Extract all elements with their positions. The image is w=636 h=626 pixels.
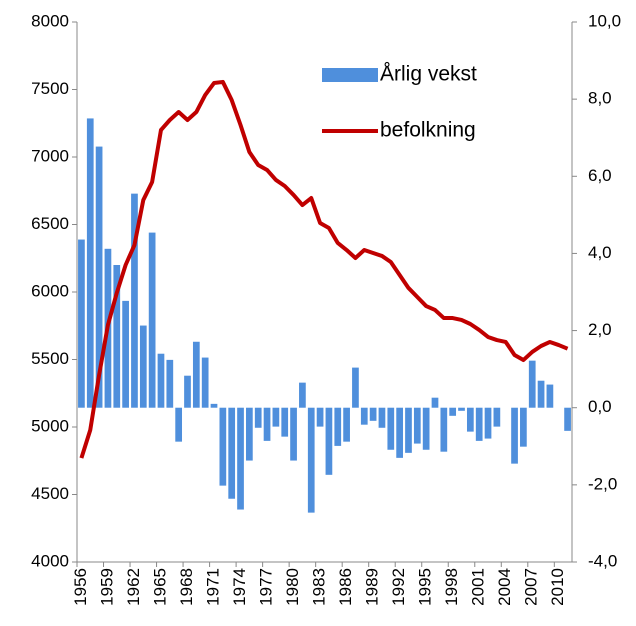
bar: [131, 193, 138, 408]
legend-swatch: [322, 68, 378, 82]
line: [79, 79, 569, 459]
legend-label: Årlig vekst: [380, 63, 477, 86]
bar: [95, 146, 103, 408]
bar: [440, 407, 448, 452]
legend-label: befolkning: [380, 119, 476, 142]
bar: [192, 341, 200, 408]
x-tick-label: 2010: [548, 568, 567, 606]
y-tick-label: 5000: [31, 416, 69, 435]
bar: [475, 407, 483, 441]
bar: [281, 407, 289, 437]
bar: [86, 118, 94, 408]
x-tick-label: 1998: [442, 568, 461, 606]
bar: [378, 407, 386, 428]
bar: [546, 384, 554, 408]
y-tick-label: 4000: [31, 551, 69, 570]
y2-tick-label: 8,0: [588, 89, 612, 108]
bar: [422, 407, 430, 450]
x-tick-label: 1971: [203, 568, 222, 606]
y-tick-label: 6000: [31, 281, 69, 300]
y2-tick-label: -4,0: [588, 551, 617, 570]
bar: [564, 407, 571, 431]
bar: [334, 407, 342, 446]
bar: [352, 367, 359, 408]
bar: [466, 407, 474, 432]
x-tick-label: 2004: [495, 568, 514, 606]
bar: [246, 407, 253, 461]
bar: [449, 407, 457, 416]
y2-tick-label: -2,0: [588, 474, 617, 493]
x-tick-label: 1995: [416, 568, 435, 606]
bar: [113, 265, 121, 408]
y2-tick-label: 2,0: [588, 320, 612, 339]
x-tick-label: 2001: [469, 568, 488, 606]
y2-tick-label: 4,0: [588, 243, 612, 262]
bar: [520, 407, 527, 447]
bar: [369, 407, 377, 421]
x-tick-label: 1974: [230, 568, 249, 606]
bar: [166, 359, 174, 408]
x-tick-label: 1962: [124, 568, 143, 606]
bar: [237, 407, 244, 510]
bar: [316, 407, 324, 427]
x-tick-label: 1956: [71, 568, 90, 606]
bar: [325, 407, 333, 475]
y-tick-label: 5500: [31, 349, 69, 368]
bar: [299, 382, 306, 408]
x-tick-label: 1980: [283, 568, 302, 606]
bar: [210, 403, 218, 408]
bar: [360, 407, 368, 425]
y-tick-label: 7500: [31, 79, 69, 98]
bar: [290, 407, 297, 461]
y-tick-label: 4500: [31, 484, 69, 503]
bar: [122, 300, 129, 408]
bar: [201, 357, 209, 408]
bar: [484, 407, 492, 439]
x-tick-label: 1983: [310, 568, 329, 606]
bar: [413, 407, 421, 444]
bar: [343, 407, 350, 442]
bar: [307, 407, 315, 513]
bar: [387, 407, 395, 450]
bar: [263, 407, 271, 441]
y2-tick-label: 6,0: [588, 166, 612, 185]
bar: [493, 407, 501, 427]
bar: [175, 407, 183, 442]
bar: [139, 325, 147, 408]
y-tick-label: 7000: [31, 146, 69, 165]
bar: [254, 407, 262, 428]
bar: [405, 407, 412, 453]
y2-tick-label: 10,0: [588, 11, 621, 30]
y2-tick-label: 0,0: [588, 397, 612, 416]
x-tick-label: 2007: [522, 568, 541, 606]
x-tick-label: 1992: [389, 568, 408, 606]
x-tick-label: 1977: [257, 568, 276, 606]
x-tick-label: 1968: [177, 568, 196, 606]
x-tick-label: 1959: [97, 568, 116, 606]
bar: [396, 407, 403, 458]
y-tick-label: 6500: [31, 214, 69, 233]
x-tick-label: 1965: [150, 568, 169, 606]
bar: [431, 397, 439, 408]
bar: [157, 353, 165, 408]
bar: [537, 380, 545, 408]
bar: [228, 407, 236, 499]
bar: [272, 407, 280, 427]
bar: [458, 407, 465, 411]
x-tick-label: 1986: [336, 568, 355, 606]
bar: [78, 239, 85, 408]
bar: [511, 407, 518, 464]
y-tick-label: 8000: [31, 11, 69, 30]
bar: [148, 232, 156, 408]
bar: [219, 407, 227, 486]
bar: [184, 375, 191, 408]
bar: [528, 360, 536, 408]
x-tick-label: 1989: [363, 568, 382, 606]
